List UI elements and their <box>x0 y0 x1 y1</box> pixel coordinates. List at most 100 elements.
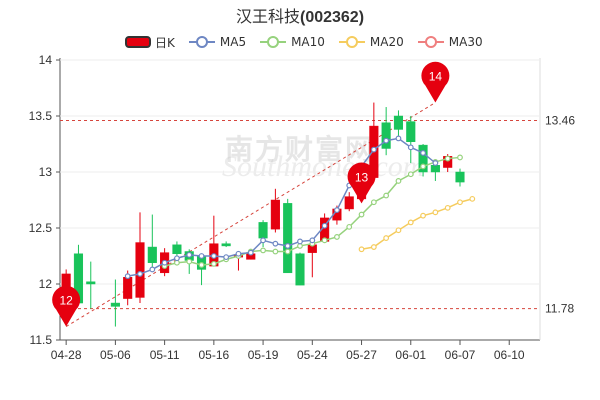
legend-item-ma30[interactable]: MA30 <box>417 35 483 49</box>
ma5-point <box>407 144 414 151</box>
ma10-point <box>395 178 402 184</box>
ma5-point <box>334 207 340 213</box>
candle-body <box>172 244 182 255</box>
ma10-point <box>272 248 279 255</box>
ma5-point <box>186 251 193 258</box>
ma10-point <box>198 262 205 268</box>
ma5-point <box>149 266 156 273</box>
candle-body <box>406 121 416 143</box>
ma20-line <box>361 198 473 251</box>
ma20-point <box>457 199 463 206</box>
x-tick-label: 05-16 <box>198 348 229 362</box>
x-tick-label: 05-24 <box>297 348 328 362</box>
ma5-point <box>370 146 377 153</box>
ma5-point <box>198 253 205 259</box>
ma5-point <box>161 259 168 266</box>
stock-name: 汉王科技 <box>235 7 300 26</box>
marker-pin-shape <box>347 162 376 204</box>
ma10-point <box>407 171 414 178</box>
ma5-point <box>260 237 266 244</box>
chart-title: 汉王科技(002362) <box>0 3 600 27</box>
candle-body <box>221 243 231 247</box>
candle-body <box>295 253 305 286</box>
ma5-point <box>247 249 254 256</box>
legend-label: 日K <box>155 35 175 50</box>
candle-body <box>283 203 293 274</box>
candle-body <box>147 246 157 263</box>
x-tick-label: 05-06 <box>100 348 131 362</box>
ma10-point <box>358 211 365 218</box>
ma10-point <box>260 247 266 254</box>
candle-body <box>123 277 133 299</box>
x-tick-label: 05-11 <box>150 348 180 362</box>
legend-item-ma5[interactable]: MA5 <box>188 35 246 49</box>
marker-pin: 13 <box>347 162 376 204</box>
x-tick-label: 04-28 <box>51 348 82 362</box>
ma5-point <box>235 250 242 257</box>
ma5-point <box>309 237 316 244</box>
candle-body <box>344 196 354 210</box>
ma5-point <box>210 253 217 259</box>
legend-item-ma20[interactable]: MA20 <box>338 35 404 49</box>
legend-swatch-ma10 <box>260 36 287 48</box>
ma10-point <box>420 163 426 170</box>
y-tick-label: 12.5 <box>29 221 53 235</box>
legend-swatch-ma20 <box>338 36 365 48</box>
ma10-point <box>444 155 451 162</box>
ma10-point <box>457 154 463 161</box>
ma20-point <box>395 227 402 234</box>
ma10-point <box>186 258 193 265</box>
legend-label: MA30 <box>448 35 483 49</box>
ma20-point <box>383 235 390 241</box>
ma20-point <box>420 212 426 219</box>
candle-body <box>135 242 145 298</box>
reference-line-label: 13.46 <box>545 113 575 127</box>
ma5-point <box>124 273 131 280</box>
candle-body <box>61 273 71 288</box>
ma5-point <box>432 160 439 166</box>
legend-item-日k[interactable]: 日K <box>125 34 175 51</box>
ma5-point <box>137 271 143 277</box>
ma20-point <box>358 246 365 253</box>
ma10-point <box>284 248 291 255</box>
watermark-text: 南方财富网 <box>225 134 376 165</box>
ma5-point <box>321 222 328 229</box>
x-tick-label: 06-10 <box>494 348 525 362</box>
ma20-point <box>407 219 414 226</box>
ma5-point <box>420 150 426 156</box>
ma20-point <box>469 195 476 202</box>
x-tick-label: 06-01 <box>395 348 426 362</box>
marker-pin: 12 <box>52 285 81 327</box>
candle-body <box>110 302 120 307</box>
ma5-point <box>272 240 279 247</box>
marker-pin-shape <box>421 61 450 103</box>
ma5-point <box>284 243 291 249</box>
candle-body <box>393 115 404 130</box>
candle-body <box>430 165 440 173</box>
x-tick-label: 05-27 <box>346 348 377 362</box>
legend-item-ma10[interactable]: MA10 <box>260 35 325 49</box>
marker-label: 14 <box>429 70 443 84</box>
stock-code: (002362) <box>299 9 365 26</box>
trend-line <box>65 102 436 327</box>
ma5-point <box>383 137 390 144</box>
x-tick-label: 05-19 <box>248 348 279 362</box>
legend: 日K MA5 MA10 MA20 MA30 <box>125 34 497 50</box>
ma10-point <box>346 223 353 230</box>
ma5-point <box>395 135 402 142</box>
reference-line-label: 11.78 <box>545 302 574 316</box>
legend-swatch-ma5 <box>188 36 215 48</box>
ma10-point <box>370 199 377 206</box>
candle-body <box>86 281 96 285</box>
marker-label: 12 <box>59 294 73 308</box>
x-tick-label: 06-07 <box>445 348 476 362</box>
candle-body <box>455 171 465 183</box>
ma10-point <box>321 237 328 244</box>
candle-body <box>270 199 280 230</box>
ma20-point <box>370 244 377 250</box>
legend-label: MA10 <box>291 35 325 49</box>
marker-pin-shape <box>52 285 81 327</box>
y-tick-label: 14 <box>39 53 53 67</box>
ma20-point <box>432 209 439 216</box>
